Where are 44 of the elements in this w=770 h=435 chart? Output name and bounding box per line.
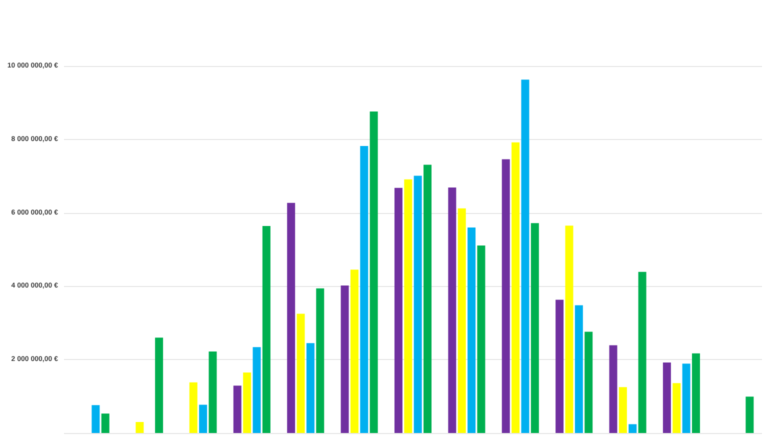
bar [662, 362, 671, 433]
bar [316, 288, 324, 433]
bar [682, 364, 690, 433]
bar [360, 146, 368, 433]
bar [565, 226, 574, 433]
bar [404, 179, 412, 433]
bar [252, 347, 261, 433]
bar [638, 272, 646, 433]
bar [530, 223, 539, 433]
bar [609, 345, 618, 433]
bar [136, 422, 144, 433]
bar [556, 300, 564, 433]
bar [521, 80, 530, 433]
bar [287, 202, 296, 433]
bar [628, 424, 637, 433]
bar [189, 382, 198, 433]
bar [574, 305, 583, 433]
bar [477, 245, 486, 433]
bar [243, 372, 252, 433]
bar [394, 188, 402, 433]
bar [199, 404, 208, 433]
bar [296, 314, 305, 433]
bar [92, 405, 100, 433]
bar [458, 208, 466, 433]
bar [512, 142, 520, 433]
bar [468, 227, 476, 433]
bar [262, 226, 270, 433]
bar [233, 386, 242, 433]
bar [370, 112, 378, 433]
bar [350, 270, 358, 433]
bar [306, 343, 314, 433]
bar [672, 383, 681, 433]
bar [155, 338, 164, 433]
bar [101, 414, 110, 433]
bar [746, 396, 754, 433]
bar [414, 176, 422, 433]
bar [448, 187, 456, 433]
bar [584, 332, 593, 433]
bar [208, 352, 217, 433]
bar [618, 387, 627, 433]
bar [424, 164, 432, 433]
bar [340, 285, 349, 433]
bar [502, 159, 510, 433]
bar [692, 353, 700, 433]
